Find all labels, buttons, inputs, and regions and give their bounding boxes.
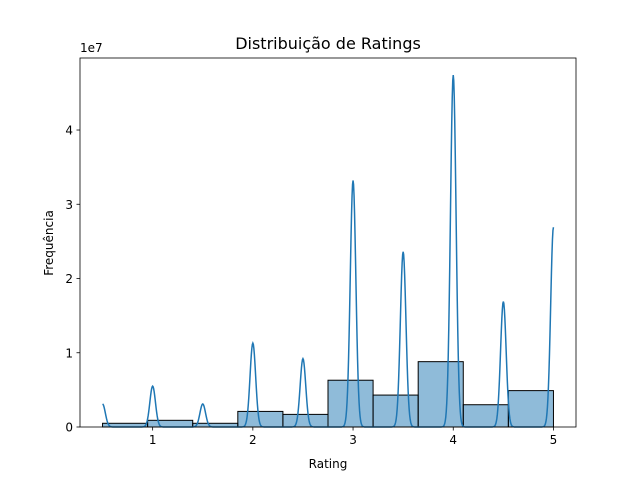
histogram-bars: [102, 361, 554, 428]
histogram-bar: [462, 404, 509, 428]
y-axis-label: Frequência: [42, 210, 56, 276]
x-axis-ticks: 1 2 3 4 5: [149, 427, 557, 447]
y-tick-label: 1: [65, 346, 73, 360]
histogram-bar: [417, 361, 464, 428]
x-tick-label: 4: [449, 433, 457, 447]
y-tick-label: 2: [65, 272, 73, 286]
plot-frame: [79, 57, 577, 428]
chart-title: Distribuição de Ratings: [235, 34, 421, 53]
histogram-bar: [327, 379, 374, 428]
y-tick-label: 0: [65, 421, 73, 435]
x-tick-label: 1: [149, 433, 157, 447]
histogram-bar: [282, 413, 329, 428]
x-tick-label: 2: [249, 433, 257, 447]
x-tick-label: 5: [550, 433, 558, 447]
histogram-bar: [147, 419, 194, 428]
x-tick-label: 3: [349, 433, 357, 447]
y-axis-offset-label: 1e7: [80, 41, 103, 55]
y-tick-label: 3: [65, 198, 73, 212]
x-axis-label: Rating: [309, 457, 348, 471]
y-tick-label: 4: [65, 124, 73, 138]
y-axis-ticks: 0 1 2 3 4: [65, 124, 80, 435]
